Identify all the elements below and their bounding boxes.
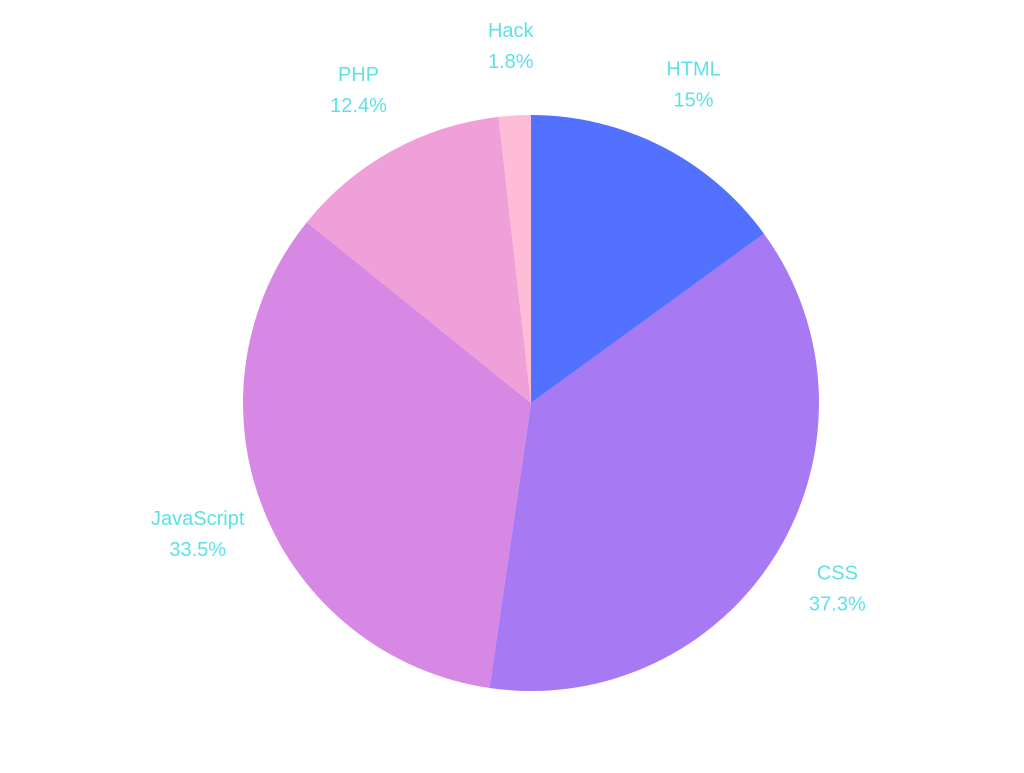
slices-group — [242, 115, 819, 692]
slice-name-label-javascript: JavaScript — [151, 508, 245, 530]
pie-slice-html — [531, 115, 764, 403]
pie-slice-php — [306, 116, 531, 404]
pie-slice-hack — [498, 115, 531, 403]
slice-percent-label-hack: 1.8% — [488, 51, 534, 73]
pie-slice-css — [489, 233, 819, 692]
slice-percent-label-javascript: 33.5% — [169, 539, 226, 561]
pie-slice-javascript — [242, 222, 531, 688]
slice-name-label-hack: Hack — [488, 20, 535, 42]
slice-name-label-css: CSS — [817, 563, 858, 585]
slice-name-label-html: HTML — [666, 59, 720, 81]
slice-percent-label-php: 12.4% — [330, 95, 387, 117]
labels-group: HTML 15% CSS 37.3% JavaScript 33.5% PHP 12.4% Ha… — [151, 20, 866, 616]
slice-percent-label-css: 37.3% — [809, 594, 866, 616]
slice-name-label-php: PHP — [338, 64, 379, 86]
slice-percent-label-html: 15% — [674, 90, 714, 112]
